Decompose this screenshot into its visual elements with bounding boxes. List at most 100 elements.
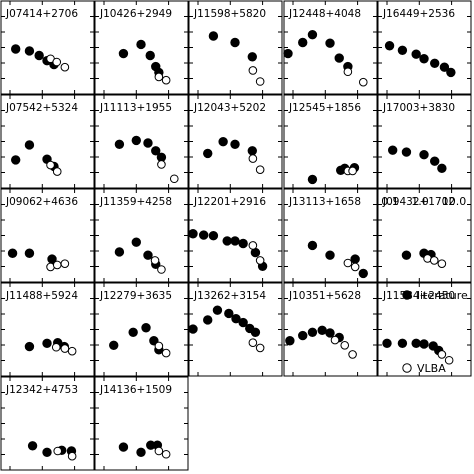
vlba-point <box>53 446 63 456</box>
literature-point <box>114 247 125 257</box>
panel-ticks <box>95 95 188 188</box>
literature-point <box>350 254 360 264</box>
vlba-point <box>437 350 447 359</box>
literature-point <box>307 240 318 251</box>
literature-point <box>198 230 209 240</box>
vlba-point <box>52 57 62 67</box>
vlba-point <box>51 342 61 352</box>
literature-point <box>250 327 261 337</box>
literature-point <box>430 58 440 68</box>
literature-point <box>238 238 248 249</box>
literature-point <box>27 441 38 451</box>
vlba-point <box>350 262 360 272</box>
panel-title: J11359+4258 <box>99 196 172 208</box>
literature-point <box>109 340 119 350</box>
panel-ticks <box>1 283 94 376</box>
panel-j07414-2706: J07414+2706 <box>0 0 95 95</box>
literature-point <box>218 137 228 147</box>
legend: literature VLBA <box>402 289 468 375</box>
panel-j17003-3830: J17003+3830 <box>377 94 472 189</box>
literature-point <box>230 236 240 246</box>
vlba-point <box>343 67 353 77</box>
panel-title: J09062+4636 <box>5 196 78 208</box>
vlba-point <box>437 259 447 268</box>
panel-title: J10426+2949 <box>99 8 172 20</box>
literature-point <box>131 237 141 247</box>
vlba-point <box>60 259 70 268</box>
literature-point <box>325 250 335 260</box>
panel-ticks <box>284 189 377 282</box>
vlba-point <box>169 174 179 184</box>
literature-point <box>307 174 318 185</box>
literature-point <box>118 442 129 452</box>
literature-point <box>42 338 52 349</box>
literature-point <box>231 313 241 324</box>
literature-point <box>298 37 308 48</box>
literature-point <box>222 236 232 246</box>
legend-label-vlba: VLBA <box>417 362 446 375</box>
literature-point <box>10 155 21 165</box>
literature-point <box>419 339 429 349</box>
literature-point <box>208 231 219 241</box>
literature-point <box>325 328 335 338</box>
panel-ticks <box>1 1 94 94</box>
vlba-point <box>157 265 166 274</box>
literature-point <box>136 447 146 457</box>
literature-point <box>42 447 52 457</box>
x-tick-label: 10.0 <box>442 195 467 208</box>
panel-ticks <box>284 95 377 188</box>
literature-point <box>247 146 257 156</box>
literature-point <box>151 146 161 156</box>
literature-point <box>307 327 318 337</box>
literature-point <box>24 140 35 150</box>
vlba-point <box>330 335 340 345</box>
panel-ticks <box>378 95 471 188</box>
x-tick-labels: 0.1 1.0 10.0 <box>381 195 466 208</box>
literature-point <box>382 338 392 349</box>
panel-title: J09432+1702 <box>382 196 455 208</box>
panel-title: J10351+5628 <box>288 290 361 302</box>
panel-title: J11584+2450 <box>382 290 455 302</box>
literature-point <box>230 139 240 150</box>
panel-title: J12043+5202 <box>193 102 266 114</box>
panel-j12342-4753: J12342+4753 <box>0 376 95 471</box>
literature-point <box>230 37 240 48</box>
literature-point <box>430 156 440 166</box>
panel-j11598-5820: J11598+5820 <box>188 0 283 95</box>
vlba-point <box>154 72 164 82</box>
literature-point <box>203 315 213 325</box>
literature-point <box>307 30 318 40</box>
vlba-point <box>255 256 265 265</box>
literature-point <box>298 330 308 341</box>
literature-point <box>387 145 398 155</box>
panel-title: J07542+5324 <box>5 102 78 114</box>
panel-title: J12279+3635 <box>99 290 172 302</box>
vlba-point <box>154 341 164 351</box>
panel-title: J12201+2916 <box>193 196 266 208</box>
literature-point <box>141 323 151 333</box>
panel-title: J07414+2706 <box>5 8 78 20</box>
panel-title: J16449+2536 <box>382 8 455 20</box>
vlba-point <box>150 256 160 265</box>
literature-point <box>238 317 248 328</box>
vlba-point <box>46 160 55 170</box>
literature-point <box>24 248 35 258</box>
literature-point <box>317 325 327 336</box>
literature-point <box>34 50 44 61</box>
panel-title: J12448+4048 <box>288 8 361 20</box>
panel-j10426-2949: J10426+2949 <box>94 0 189 95</box>
literature-point <box>411 49 421 59</box>
panel-ticks <box>95 283 188 376</box>
x-tick-label: 1.0 <box>411 195 429 208</box>
literature-point <box>143 250 153 260</box>
literature-point <box>118 48 129 59</box>
literature-point <box>397 338 408 349</box>
literature-point <box>439 62 450 72</box>
panel-title: J11488+5924 <box>5 290 78 302</box>
legend-label-literature: literature <box>417 289 468 302</box>
panel-j13262-3154: J13262+3154 <box>188 282 283 377</box>
vlba-point <box>60 344 70 353</box>
literature-point <box>114 139 125 150</box>
panel-ticks <box>189 95 282 188</box>
